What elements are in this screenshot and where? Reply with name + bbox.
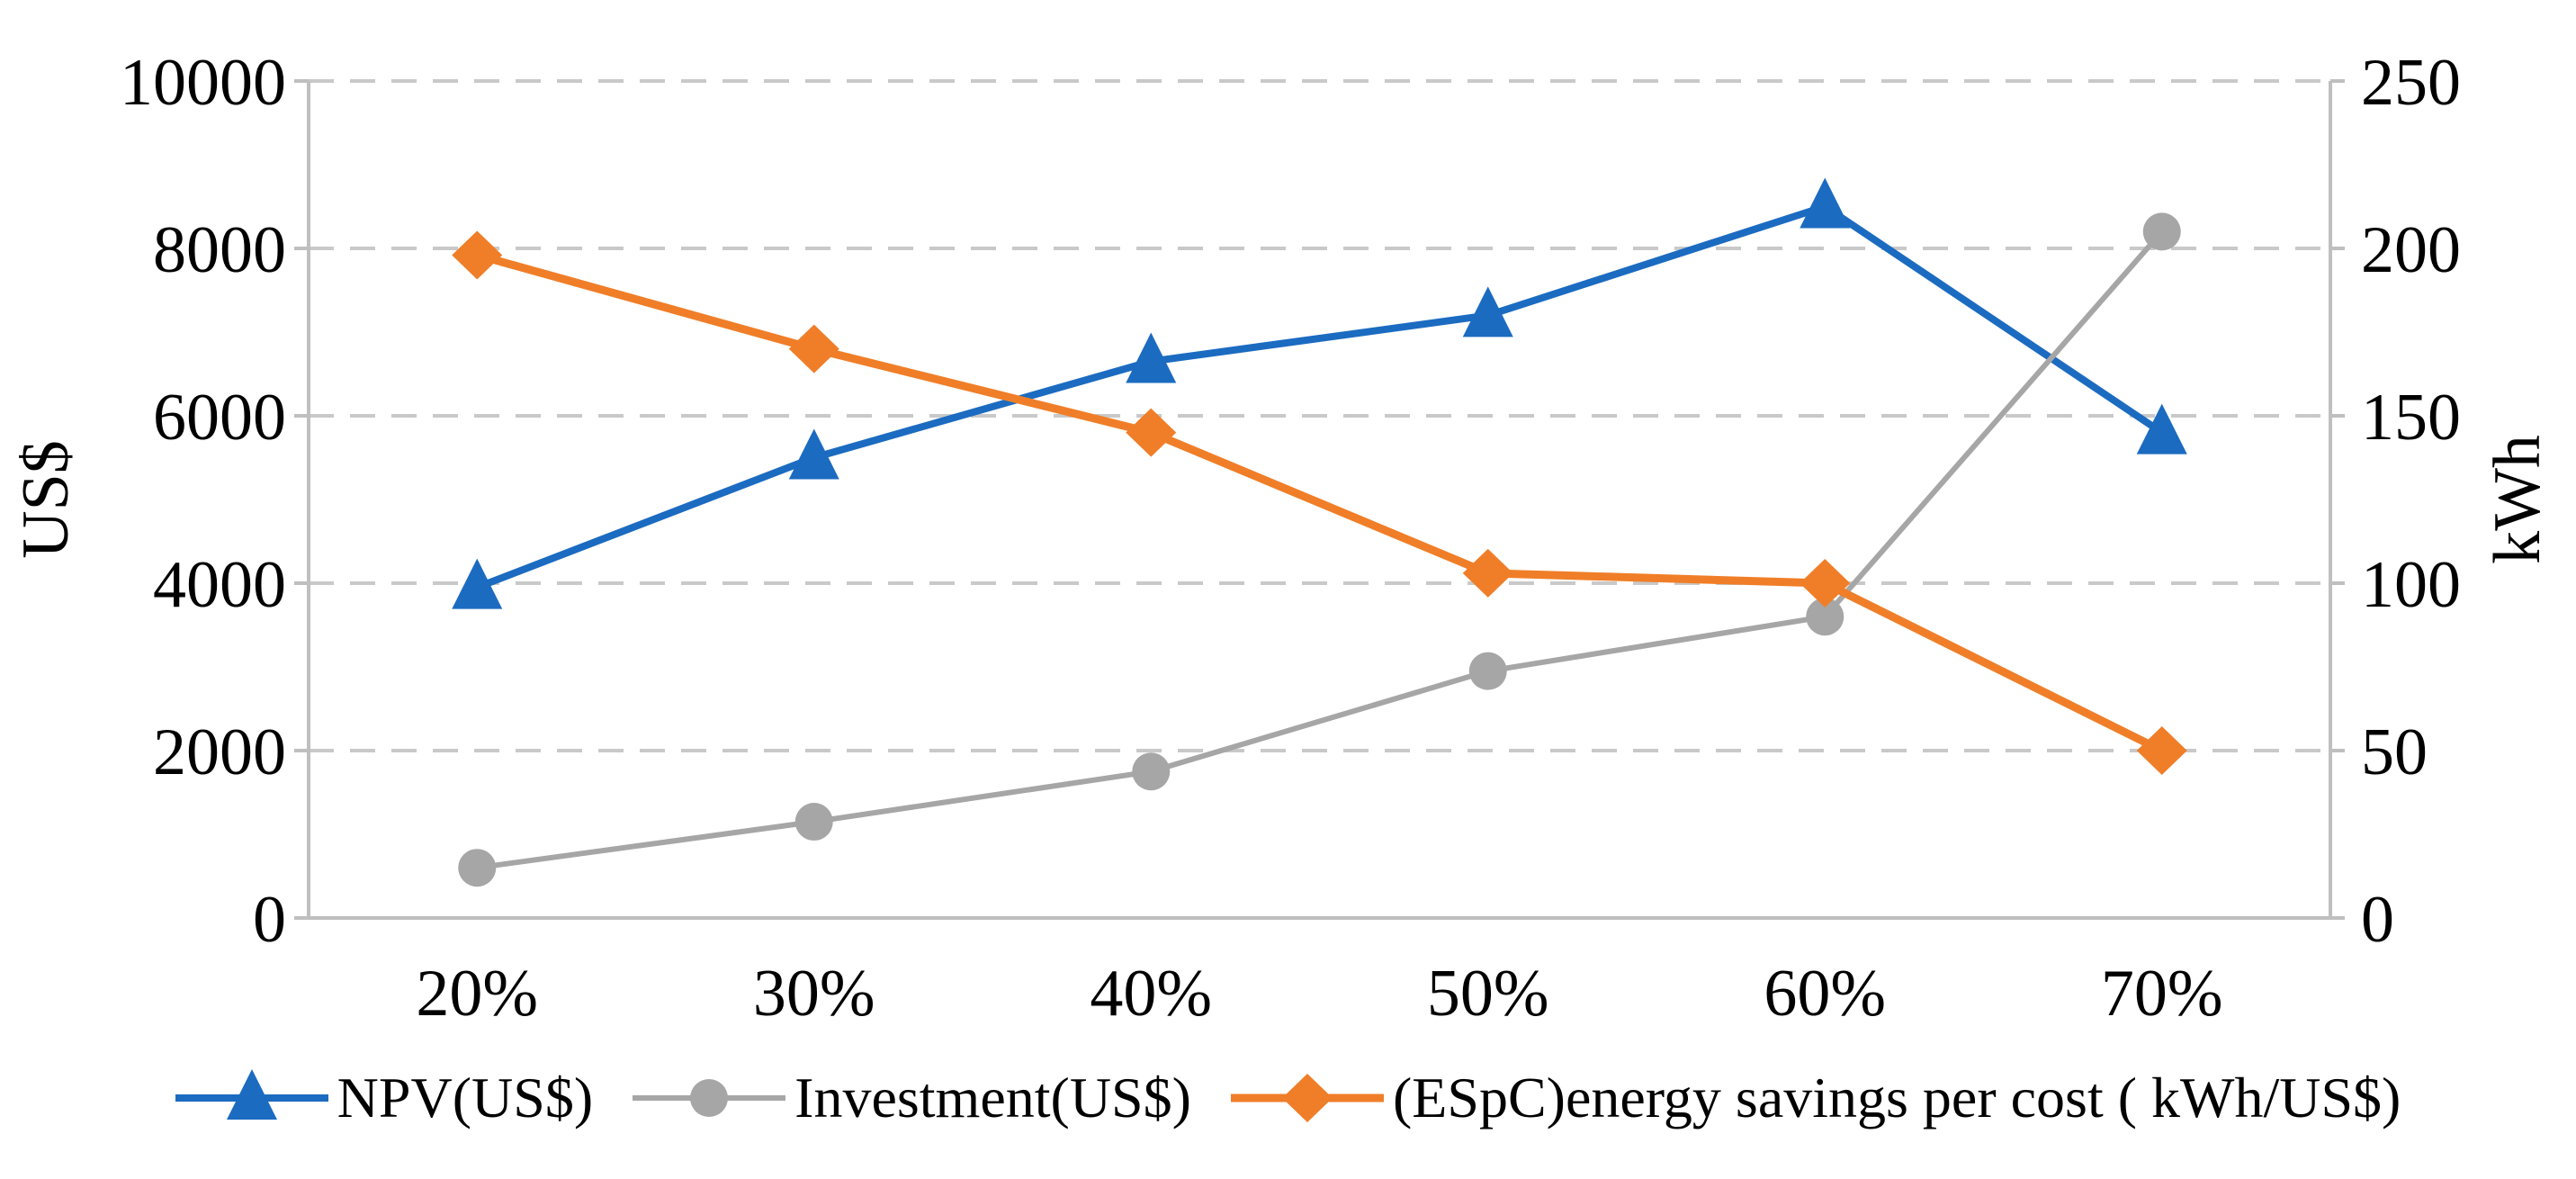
- series-marker-espc: [1462, 548, 1513, 598]
- legend-label: NPV(US$): [337, 1066, 594, 1130]
- series-marker-espc: [452, 230, 503, 280]
- series-investment: [458, 212, 2181, 887]
- x-axis-category-label: 30%: [753, 957, 875, 1030]
- legend-marker-shape-investment: [690, 1079, 729, 1117]
- series-marker-investment: [458, 849, 497, 887]
- series-line-espc: [476, 251, 2164, 755]
- legend-item-espc[interactable]: (ESpC)energy savings per cost ( kWh/US$): [1230, 1053, 2401, 1143]
- left-axis-tick-label: 6000: [153, 381, 286, 454]
- series-marker-espc: [1126, 408, 1177, 457]
- x-axis-category-label: 50%: [1427, 957, 1549, 1030]
- series-marker-investment: [794, 803, 833, 842]
- right-axis-tick-label: 100: [2361, 548, 2461, 622]
- series-marker-npv: [1126, 332, 1177, 383]
- legend-label: (ESpC)energy savings per cost ( kWh/US$): [1392, 1066, 2401, 1130]
- left-axis-tick-label: 0: [253, 883, 286, 957]
- series-marker-npv: [1800, 177, 1851, 229]
- left-axis-tick-label: 8000: [153, 213, 286, 287]
- legend-marker-espc-icon: [1230, 1074, 1384, 1122]
- right-axis-tick-label: 250: [2361, 46, 2461, 120]
- legend-marker-shape-espc: [1281, 1074, 1333, 1122]
- left-axis-tick-label: 10000: [120, 46, 286, 120]
- legend-marker-investment-icon: [633, 1079, 786, 1117]
- series-marker-npv: [2136, 403, 2187, 454]
- left-axis-tick-label: 2000: [153, 716, 286, 789]
- series-marker-espc: [2136, 726, 2187, 775]
- x-axis-category-label: 60%: [1764, 957, 1886, 1030]
- x-axis-category-label: 70%: [2101, 957, 2223, 1030]
- series-marker-espc: [1800, 559, 1851, 608]
- series-marker-investment: [1806, 598, 1844, 636]
- series-npv: [452, 177, 2187, 609]
- right-axis-title: kWh: [2481, 435, 2554, 564]
- legend-item-npv[interactable]: NPV(US$): [175, 1053, 593, 1143]
- series-line-investment: [476, 230, 2165, 871]
- x-axis-category-label: 40%: [1090, 957, 1212, 1030]
- series-marker-espc: [788, 324, 839, 374]
- series-espc: [452, 230, 2187, 775]
- series-marker-investment: [2142, 212, 2181, 251]
- right-axis-tick-label: 0: [2361, 883, 2394, 957]
- legend-item-investment[interactable]: Investment(US$): [633, 1053, 1191, 1143]
- chart-legend: NPV(US$) Investment(US$) (ESpC)energy savi…: [0, 1035, 2576, 1161]
- left-axis-tick-label: 4000: [153, 548, 286, 622]
- right-axis-tick-label: 200: [2361, 213, 2461, 287]
- series-marker-investment: [1468, 652, 1507, 690]
- series-marker-npv: [1462, 286, 1513, 338]
- series-marker-npv: [788, 428, 839, 480]
- left-axis-title: US$: [9, 440, 83, 559]
- legend-marker-npv-icon: [175, 1069, 328, 1120]
- legend-marker-shape-npv: [226, 1069, 277, 1120]
- legend-label: Investment(US$): [794, 1066, 1191, 1130]
- right-axis-tick-label: 150: [2361, 381, 2461, 454]
- x-axis-category-label: 20%: [416, 957, 538, 1030]
- series-marker-npv: [452, 558, 503, 609]
- series-marker-investment: [1132, 752, 1171, 791]
- series-line-npv: [475, 202, 2164, 591]
- right-axis-tick-label: 50: [2361, 716, 2428, 789]
